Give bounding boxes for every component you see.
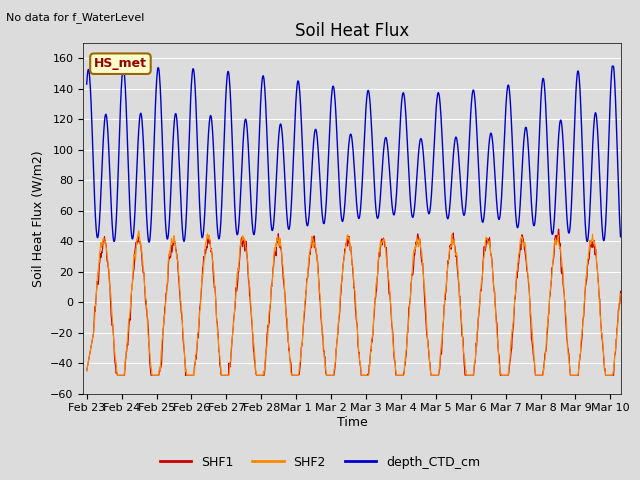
Text: HS_met: HS_met [94, 57, 147, 70]
Title: Soil Heat Flux: Soil Heat Flux [295, 22, 409, 40]
X-axis label: Time: Time [337, 416, 367, 429]
Legend: SHF1, SHF2, depth_CTD_cm: SHF1, SHF2, depth_CTD_cm [155, 451, 485, 474]
Y-axis label: Soil Heat Flux (W/m2): Soil Heat Flux (W/m2) [31, 150, 44, 287]
Text: No data for f_WaterLevel: No data for f_WaterLevel [6, 12, 145, 23]
